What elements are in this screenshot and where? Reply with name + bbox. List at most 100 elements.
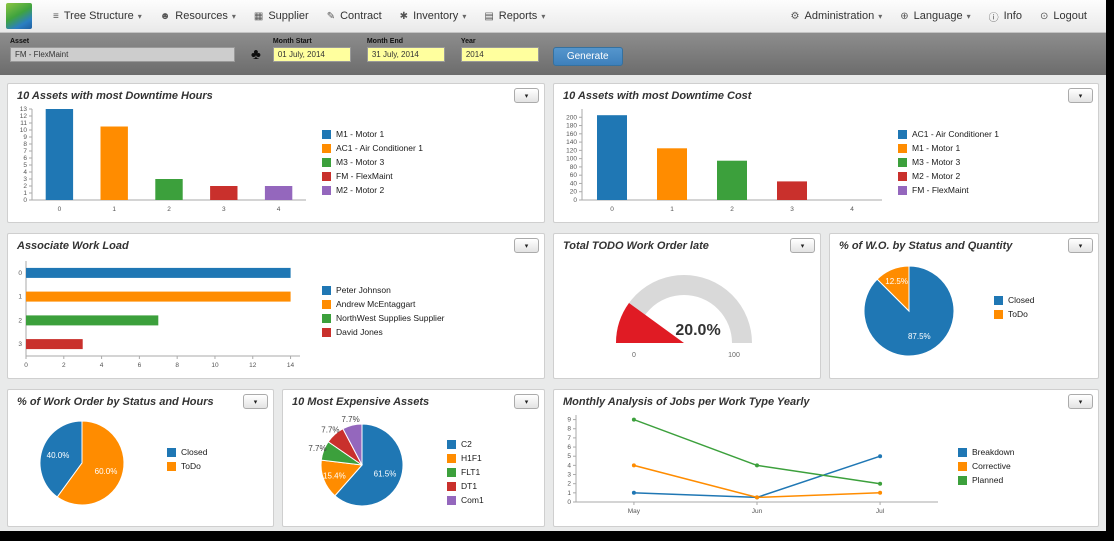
legend-swatch bbox=[958, 461, 967, 471]
month-start-label: Month Start bbox=[272, 38, 312, 45]
svg-text:3: 3 bbox=[790, 206, 794, 213]
svg-text:Jun: Jun bbox=[752, 508, 763, 515]
chevron-down-icon: ▾ bbox=[1078, 398, 1083, 406]
legend-item: Andrew McEntaggart bbox=[322, 299, 445, 309]
legend-item: AC1 - Air Conditioner 1 bbox=[898, 129, 999, 139]
svg-text:200: 200 bbox=[566, 114, 577, 121]
svg-text:61.5%: 61.5% bbox=[374, 470, 397, 479]
panel-menu-button[interactable]: ▾ bbox=[514, 394, 539, 409]
panel-menu-button[interactable]: ▾ bbox=[514, 88, 539, 103]
svg-text:9: 9 bbox=[23, 134, 27, 141]
legend-swatch bbox=[994, 309, 1003, 319]
month-start-field-group: Month Start bbox=[272, 36, 351, 62]
legend-swatch bbox=[898, 129, 907, 139]
legend-label: Breakdown bbox=[972, 447, 1015, 457]
svg-text:1: 1 bbox=[567, 490, 571, 497]
main-menu: ≡ Tree Structure ▾ ☻ Resources ▾ ▦ Supplier ✎ Con… bbox=[44, 5, 554, 27]
generate-button[interactable]: Generate bbox=[552, 47, 623, 66]
legend-label: ToDo bbox=[1008, 309, 1028, 319]
panel-menu-button[interactable]: ▾ bbox=[790, 238, 815, 253]
svg-text:15.4%: 15.4% bbox=[323, 472, 346, 481]
asset-tree-icon[interactable]: ♣ bbox=[251, 46, 261, 63]
dashboard-row-2: Associate Work Load ▾ 0 2 4 6 8 10 12 14 0 1 2 3 Pe… bbox=[7, 233, 1099, 379]
panel-menu-button[interactable]: ▾ bbox=[1068, 238, 1093, 253]
legend-swatch bbox=[447, 481, 456, 491]
chart-legend: Breakdown Corrective Planned bbox=[958, 445, 1015, 517]
legend-item: H1F1 bbox=[447, 453, 484, 463]
menu-item-resources[interactable]: ☻ Resources ▾ bbox=[151, 5, 245, 27]
chart-legend: Closed ToDo bbox=[167, 445, 207, 515]
panel-menu-button[interactable]: ▾ bbox=[514, 238, 539, 253]
legend-swatch bbox=[447, 467, 456, 477]
panel-todo-work-order-late: Total TODO Work Order late ▾ 20.0% 0 100 bbox=[553, 233, 821, 379]
menu-item-inventory[interactable]: ✱ Inventory ▾ bbox=[391, 5, 476, 27]
legend-swatch bbox=[322, 327, 331, 337]
legend-swatch bbox=[322, 313, 331, 323]
svg-text:7.7%: 7.7% bbox=[308, 444, 326, 453]
panel-menu-button[interactable]: ▾ bbox=[1068, 394, 1093, 409]
panel-header: % of W.O. by Status and Quantity ▾ bbox=[830, 234, 1098, 253]
legend-item: M3 - Motor 3 bbox=[898, 157, 999, 167]
panel-associate-work-load: Associate Work Load ▾ 0 2 4 6 8 10 12 14 0 1 2 3 Pe… bbox=[7, 233, 545, 379]
svg-text:7: 7 bbox=[23, 148, 27, 155]
legend-item: DT1 bbox=[447, 481, 484, 491]
menu-item-language[interactable]: ⊕ Language ▾ bbox=[891, 5, 979, 27]
svg-text:8: 8 bbox=[567, 426, 571, 433]
info-icon: ⓘ bbox=[988, 12, 999, 24]
asset-input[interactable] bbox=[10, 47, 235, 62]
expensive-assets-pie-chart: 61.5%15.4%7.7%7.7%7.7% bbox=[308, 415, 404, 507]
menu-item-label: Inventory bbox=[413, 10, 459, 22]
svg-text:3: 3 bbox=[222, 206, 226, 213]
svg-text:1: 1 bbox=[112, 206, 116, 213]
panel-title: Associate Work Load bbox=[17, 239, 129, 252]
svg-text:Jul: Jul bbox=[876, 508, 885, 515]
svg-text:87.5%: 87.5% bbox=[908, 332, 931, 341]
svg-text:180: 180 bbox=[566, 123, 577, 130]
legend-swatch bbox=[898, 185, 907, 195]
year-input[interactable] bbox=[460, 47, 539, 62]
svg-text:7: 7 bbox=[567, 435, 571, 442]
svg-text:1: 1 bbox=[670, 206, 674, 213]
menu-item-reports[interactable]: ▤ Reports ▾ bbox=[475, 5, 554, 27]
svg-text:7.7%: 7.7% bbox=[321, 425, 339, 434]
menu-item-tree-structure[interactable]: ≡ Tree Structure ▾ bbox=[44, 5, 151, 27]
svg-text:12: 12 bbox=[20, 113, 28, 120]
chevron-down-icon: ▾ bbox=[878, 11, 883, 21]
legend-swatch bbox=[322, 185, 331, 195]
svg-text:5: 5 bbox=[567, 453, 571, 460]
chart-legend: C2 H1F1 FLT1 DT1 Com1 bbox=[447, 437, 484, 515]
chart-legend: Closed ToDo bbox=[994, 293, 1034, 367]
legend-swatch bbox=[322, 129, 331, 139]
chevron-down-icon: ▾ bbox=[137, 11, 142, 21]
panel-wo-status-hours: % of Work Order by Status and Hours ▾ 40… bbox=[7, 389, 274, 527]
panel-title: Total TODO Work Order late bbox=[563, 239, 709, 252]
panel-menu-button[interactable]: ▾ bbox=[1068, 88, 1093, 103]
month-end-input[interactable] bbox=[366, 47, 445, 62]
legend-label: M3 - Motor 3 bbox=[912, 157, 961, 167]
legend-item: Closed bbox=[167, 447, 207, 457]
svg-text:4: 4 bbox=[100, 362, 104, 369]
svg-text:4: 4 bbox=[850, 206, 854, 213]
top-navbar: ≡ Tree Structure ▾ ☻ Resources ▾ ▦ Supplier ✎ Con… bbox=[0, 0, 1106, 33]
menu-item-label: Reports bbox=[498, 10, 538, 22]
legend-item: ToDo bbox=[994, 309, 1034, 319]
svg-text:13: 13 bbox=[20, 106, 28, 113]
month-start-input[interactable] bbox=[272, 47, 351, 62]
menu-item-administration[interactable]: ⚙ Administration ▾ bbox=[782, 5, 892, 27]
chevron-down-icon: ▾ bbox=[966, 11, 971, 21]
svg-text:May: May bbox=[628, 508, 641, 515]
svg-text:4: 4 bbox=[277, 206, 281, 213]
svg-text:160: 160 bbox=[566, 131, 577, 138]
svg-text:40.0%: 40.0% bbox=[47, 451, 70, 460]
legend-swatch bbox=[167, 447, 176, 457]
menu-item-logout[interactable]: ⊙ Logout bbox=[1031, 5, 1096, 27]
legend-swatch bbox=[447, 453, 456, 463]
chevron-down-icon: ▾ bbox=[253, 398, 258, 406]
menu-item-contract[interactable]: ✎ Contract bbox=[318, 5, 391, 27]
legend-label: C2 bbox=[461, 439, 472, 449]
menu-item-supplier[interactable]: ▦ Supplier bbox=[245, 5, 318, 27]
panel-menu-button[interactable]: ▾ bbox=[243, 394, 268, 409]
menu-item-info[interactable]: ⓘ Info bbox=[980, 4, 1031, 29]
svg-text:0: 0 bbox=[58, 206, 62, 213]
svg-text:4: 4 bbox=[567, 462, 571, 469]
